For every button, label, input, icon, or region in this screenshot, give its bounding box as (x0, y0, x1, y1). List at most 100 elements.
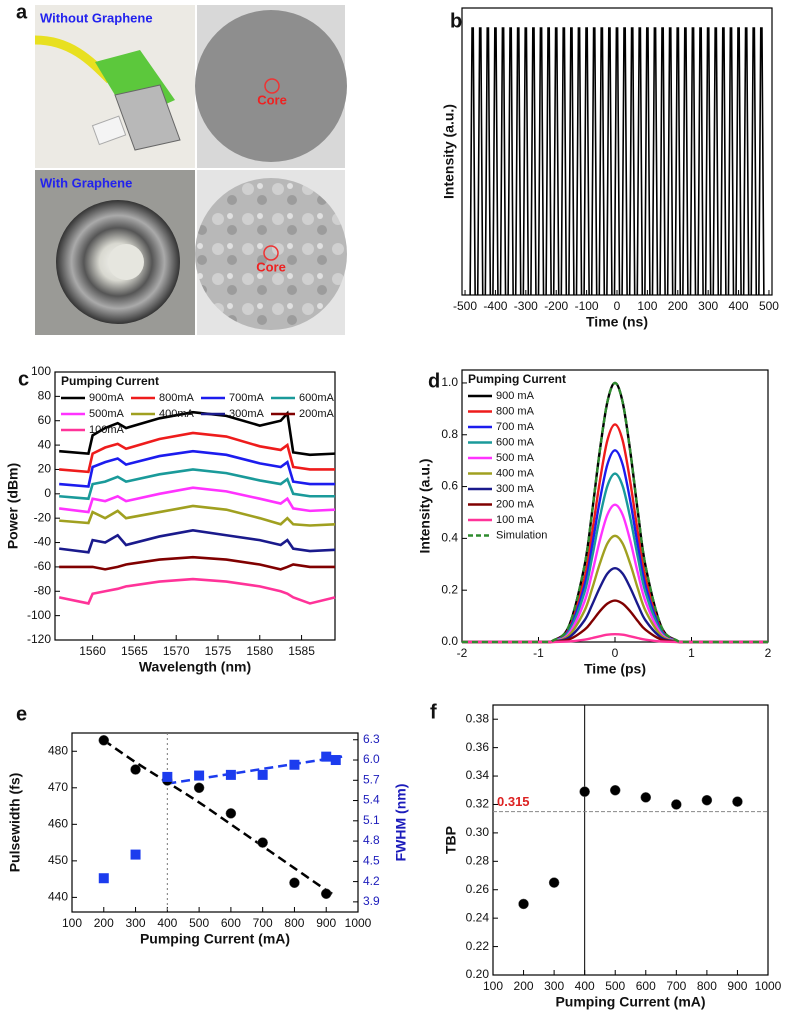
y-axis-label: Intensity (a.u.) (417, 459, 433, 554)
pulse (666, 27, 674, 296)
y-tick-label: 0 (44, 486, 51, 500)
panel-letter: c (18, 368, 29, 390)
y-tick-label: 1.0 (441, 375, 458, 389)
y-tick-label: 0.38 (466, 711, 490, 725)
point (518, 898, 529, 910)
x-tick-label: 100 (637, 299, 657, 313)
point (330, 755, 341, 766)
line-series (462, 633, 768, 644)
legend-label: 100 mA (496, 514, 535, 526)
legend-label: 800 mA (496, 405, 535, 417)
pulse (575, 27, 583, 296)
fit-line (167, 755, 343, 785)
pulse (590, 27, 598, 296)
y-tick-label: 0.20 (466, 967, 490, 981)
y-tick-label: 20 (38, 462, 52, 476)
y-tick-label: -40 (34, 535, 52, 549)
line-series (461, 599, 769, 644)
pulse (507, 27, 514, 296)
pulse (598, 27, 606, 296)
y-tick-label: 80 (38, 389, 52, 403)
pulse (469, 27, 476, 296)
y2-tick-label: 5.7 (363, 772, 380, 786)
plot-frame (492, 704, 769, 976)
x-tick-label: 1560 (79, 644, 106, 658)
x-tick-label: 1000 (755, 979, 782, 993)
plot-frame (71, 732, 359, 913)
x-tick-label: 1570 (163, 644, 190, 658)
core-label: Core (257, 92, 287, 107)
pulse (560, 27, 568, 296)
y-tick-label: 460 (48, 816, 68, 830)
x-tick-label: 500 (189, 916, 209, 930)
pulse (545, 27, 552, 296)
point (98, 735, 110, 746)
pulse (636, 27, 644, 296)
x-tick-label: 200 (94, 916, 114, 930)
caption: With Graphene (40, 175, 132, 190)
y-axis-label: Power (dBm) (5, 463, 21, 549)
pulse (530, 27, 537, 296)
pulse (727, 27, 735, 296)
core-mark (263, 245, 279, 261)
x-tick-label: 1565 (121, 644, 148, 658)
panel-letter: d (428, 370, 440, 392)
pulse (568, 27, 575, 296)
point (548, 877, 560, 888)
y-tick-label: 480 (48, 743, 68, 757)
ferrule-face (108, 244, 144, 280)
pulse (514, 27, 522, 296)
x-tick-label: -300 (514, 299, 538, 313)
pulse (758, 27, 765, 296)
x-tick-label: 900 (727, 979, 747, 993)
y-tick-label: 40 (38, 437, 52, 451)
x-tick-label: -2 (457, 646, 468, 660)
x-tick-label: 800 (697, 979, 717, 993)
x-tick-label: 700 (666, 979, 686, 993)
pulse (742, 27, 750, 296)
y-tick-label: 0.2 (441, 582, 458, 596)
point (671, 799, 682, 810)
point (130, 764, 141, 775)
x-axis-label: Wavelength (nm) (139, 659, 251, 675)
x-tick-label: 300 (698, 299, 718, 313)
legend-title: Pumping Current (61, 374, 159, 388)
y-tick-label: 0.0 (441, 634, 458, 648)
legend-label: 700 mA (496, 421, 535, 433)
pulse (552, 27, 560, 296)
y-tick-label: -100 (27, 608, 51, 622)
legend-label: 600 mA (496, 436, 535, 448)
pulse (621, 27, 628, 296)
caption: Without Graphene (40, 10, 153, 25)
pulse (735, 27, 742, 296)
point (257, 837, 268, 848)
y2-tick-label: 5.4 (363, 793, 380, 807)
y2-tick-label: 4.2 (363, 874, 380, 888)
point (257, 769, 268, 780)
point (320, 888, 332, 899)
legend-label: 100mA (89, 424, 125, 436)
y-tick-label: 0.8 (441, 427, 458, 441)
y-tick-label: 0.36 (466, 740, 490, 754)
legend-label: 200 mA (496, 498, 535, 510)
x-tick-label: -100 (575, 299, 599, 313)
y-tick-label: 0.22 (466, 939, 490, 953)
x-tick-label: 100 (483, 979, 503, 993)
point (225, 808, 237, 819)
pulse (659, 27, 666, 296)
y-tick-label: 0.26 (466, 882, 490, 896)
legend-label: 900 mA (496, 390, 535, 402)
x-axis-label: Pumping Current (mA) (140, 931, 290, 947)
legend-label: 900mA (89, 392, 125, 404)
line-series (59, 529, 336, 554)
y-tick-label: 450 (48, 853, 68, 867)
y-tick-label: 0.24 (466, 910, 490, 924)
x-tick-label: 700 (253, 916, 273, 930)
y2-tick-label: 4.8 (363, 833, 380, 847)
x-tick-label: 500 (759, 299, 779, 313)
panel-letter: a (16, 1, 28, 23)
reference-label: 0.315 (497, 794, 530, 809)
pulse (651, 27, 659, 296)
x-tick-label: 600 (221, 916, 241, 930)
legend-label: 600mA (299, 392, 335, 404)
